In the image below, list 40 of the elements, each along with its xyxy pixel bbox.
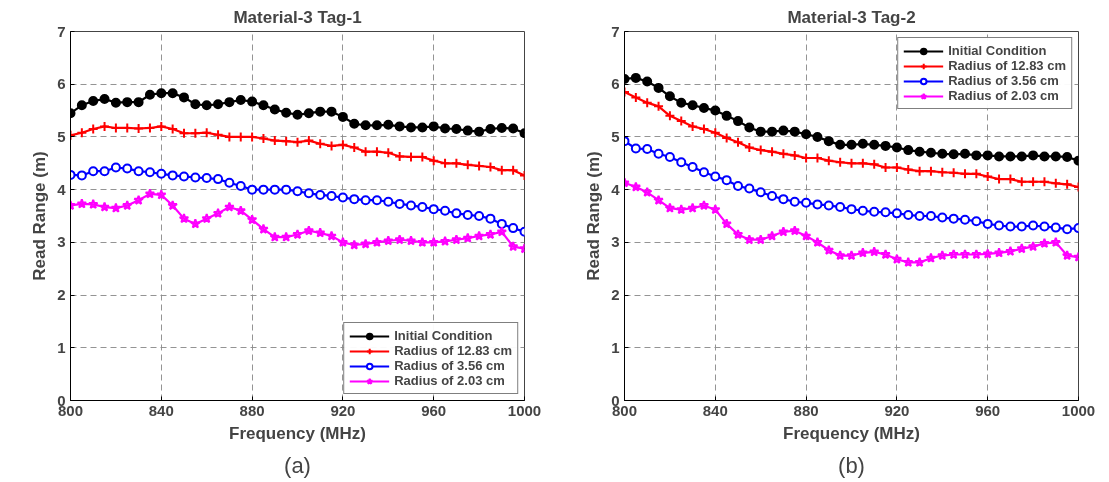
text: (a) — [284, 452, 311, 478]
y-tick-label: 5 — [611, 127, 620, 145]
x-tick-label: 840 — [702, 401, 728, 419]
y-tick-label: 7 — [57, 22, 66, 40]
y-tick-label: 2 — [57, 286, 66, 304]
legend-label: Radius of 3.56 cm — [948, 73, 1059, 88]
y-tick-label: 3 — [611, 233, 620, 251]
y-axis-title: Read Range (m) — [30, 151, 50, 281]
y-tick-label: 7 — [611, 22, 620, 40]
chart-title: Material-3 Tag-2 — [787, 7, 916, 27]
legend-label: Radius of 3.56 cm — [394, 358, 505, 373]
y-tick-label: 4 — [611, 180, 621, 198]
y-tick-label: 5 — [57, 127, 66, 145]
x-tick-label: 1000 — [507, 401, 542, 419]
x-axis-title: Frequency (MHz) — [783, 423, 920, 443]
legend-label: Initial Condition — [948, 43, 1047, 58]
legend-label: Radius of 2.03 cm — [948, 88, 1059, 103]
x-tick-label: 880 — [239, 401, 265, 419]
legend-label: Radius of 12.83 cm — [948, 58, 1066, 73]
chart-title: Material-3 Tag-1 — [233, 7, 362, 27]
legend-label: Initial Condition — [394, 328, 493, 343]
x-tick-label: 920 — [884, 401, 910, 419]
y-tick-label: 1 — [611, 338, 620, 356]
x-tick-label: 880 — [793, 401, 819, 419]
x-tick-label: 960 — [421, 401, 447, 419]
legend-label: Radius of 12.83 cm — [394, 343, 512, 358]
x-axis-title: Frequency (MHz) — [229, 423, 366, 443]
y-tick-label: 2 — [611, 286, 620, 304]
y-tick-label: 3 — [57, 233, 66, 251]
y-tick-label: 4 — [57, 180, 67, 198]
y-tick-label: 6 — [611, 75, 620, 93]
y-tick-label: 6 — [57, 75, 66, 93]
x-tick-label: 960 — [975, 401, 1001, 419]
text: (b) — [838, 452, 865, 478]
x-tick-label: 840 — [148, 401, 174, 419]
y-axis-title: Read Range (m) — [584, 151, 604, 281]
x-tick-label: 920 — [330, 401, 356, 419]
legend-label: Radius of 2.03 cm — [394, 373, 505, 388]
x-tick-label: 1000 — [1061, 401, 1096, 419]
y-tick-label: 1 — [57, 338, 66, 356]
